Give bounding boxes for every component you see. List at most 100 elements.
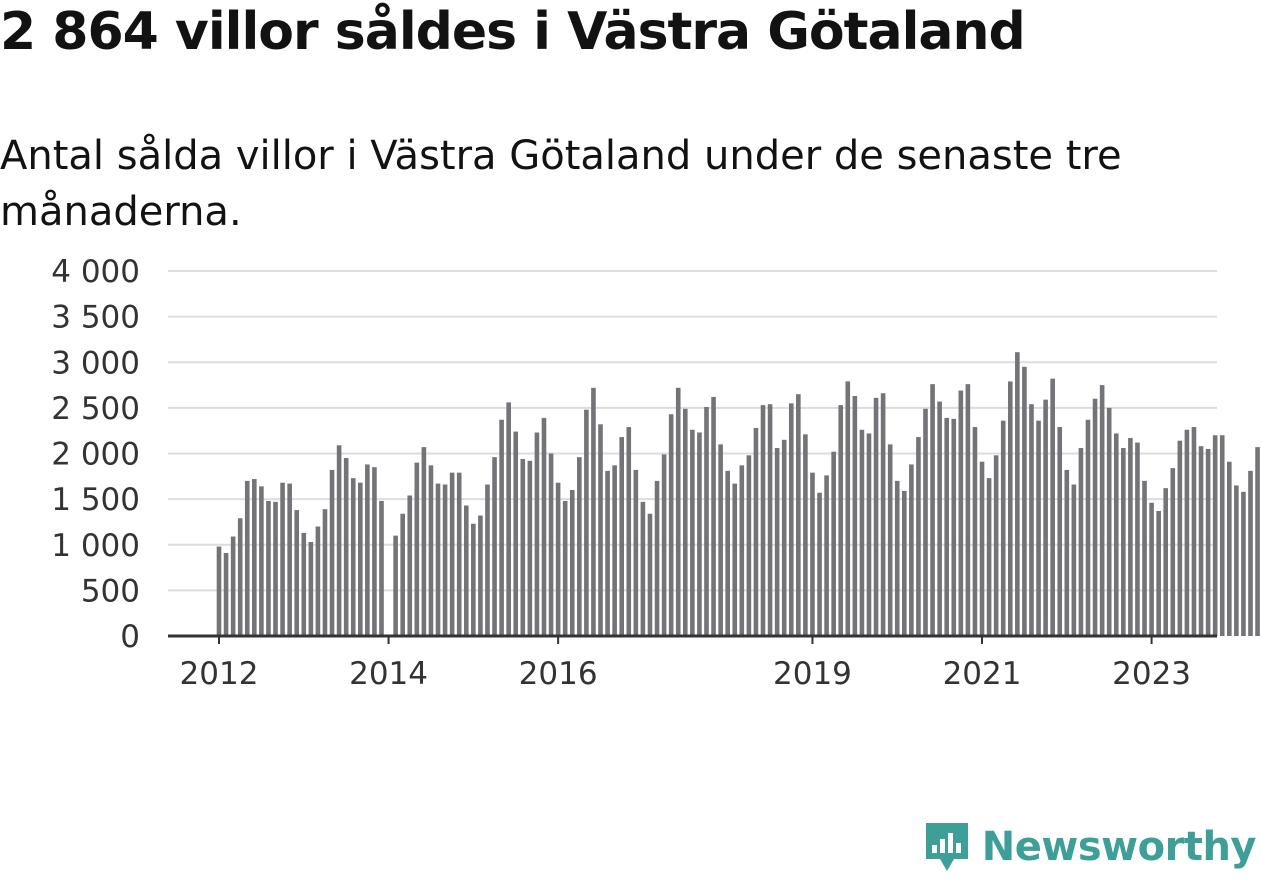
bar	[400, 513, 405, 636]
bar	[223, 552, 229, 636]
bar	[534, 432, 540, 636]
y-tick-label: 2 500	[51, 391, 140, 427]
bar	[520, 458, 526, 636]
bar	[1029, 404, 1034, 636]
bar	[894, 480, 900, 637]
bar	[527, 460, 533, 636]
bar	[852, 396, 858, 636]
bar	[315, 526, 321, 636]
bar	[626, 427, 632, 636]
bar	[612, 465, 617, 636]
bar	[449, 472, 455, 636]
bar	[569, 490, 575, 636]
bar	[555, 482, 561, 636]
bar	[753, 427, 759, 636]
bar	[845, 381, 851, 636]
bar	[682, 408, 688, 636]
bar	[1248, 470, 1253, 636]
bar	[492, 457, 497, 636]
bar	[442, 484, 448, 636]
bar	[654, 480, 660, 637]
bar	[301, 532, 307, 636]
bar	[1113, 433, 1119, 636]
bar	[1036, 420, 1041, 636]
bar	[1241, 491, 1246, 636]
bar	[1007, 381, 1013, 636]
bar	[1234, 485, 1239, 636]
bar	[1057, 427, 1063, 636]
bar	[873, 397, 879, 636]
bar	[259, 486, 264, 636]
bar	[803, 434, 808, 636]
bar	[1078, 448, 1084, 636]
bar	[1170, 468, 1176, 636]
bar	[252, 479, 257, 636]
bar	[1156, 510, 1161, 636]
bar	[788, 403, 794, 636]
bar	[916, 437, 921, 636]
x-tick-label: 2023	[1112, 656, 1191, 692]
bar	[541, 417, 547, 636]
bar	[1050, 378, 1055, 636]
bar	[986, 478, 992, 636]
bar	[329, 469, 335, 636]
bar	[280, 482, 285, 636]
bar	[1191, 427, 1197, 636]
bar	[1121, 448, 1126, 636]
bar	[485, 484, 490, 636]
bar	[711, 396, 716, 636]
bar	[979, 461, 985, 636]
bar	[668, 414, 674, 636]
bar	[294, 510, 300, 636]
bar	[379, 500, 384, 636]
bar	[1071, 484, 1077, 636]
bar	[421, 447, 427, 636]
bar	[909, 464, 914, 636]
bar	[562, 500, 568, 636]
bar	[746, 455, 752, 636]
bar	[350, 478, 356, 636]
bar	[923, 408, 928, 636]
bar	[407, 495, 413, 636]
bar	[1022, 366, 1027, 636]
bar	[393, 535, 398, 637]
bar	[322, 509, 328, 636]
bar	[937, 401, 942, 636]
chart-subtitle: Antal sålda villor i Västra Götaland und…	[0, 133, 1122, 235]
bar	[1198, 446, 1204, 636]
y-tick-label: 3 500	[51, 300, 140, 336]
newsworthy-logo-icon	[925, 823, 968, 871]
bar	[336, 445, 342, 636]
bar	[619, 437, 625, 636]
bar	[640, 501, 646, 636]
x-tick-label: 2016	[519, 656, 598, 692]
bar	[1227, 461, 1232, 636]
bar	[697, 432, 702, 636]
bar	[951, 418, 957, 636]
bar	[880, 393, 886, 636]
bar	[471, 523, 476, 636]
bar	[993, 455, 999, 636]
x-tick-label: 2014	[349, 656, 428, 692]
bar	[760, 405, 766, 636]
bar	[358, 482, 363, 636]
bar	[343, 458, 349, 636]
bar	[1142, 480, 1147, 637]
bar	[838, 405, 844, 636]
bar	[1000, 420, 1006, 636]
bars	[216, 352, 1260, 637]
bar	[774, 448, 780, 636]
x-tick-label: 2021	[943, 656, 1022, 692]
bar	[1255, 447, 1260, 636]
bar	[767, 404, 773, 636]
bar	[887, 444, 893, 637]
bar	[930, 384, 935, 636]
bar	[463, 505, 469, 636]
bar	[1205, 448, 1211, 636]
bar	[244, 480, 250, 637]
bar	[810, 472, 815, 636]
bar	[273, 501, 278, 636]
bar	[796, 394, 801, 636]
bar	[1128, 437, 1133, 636]
bar	[1064, 469, 1070, 636]
